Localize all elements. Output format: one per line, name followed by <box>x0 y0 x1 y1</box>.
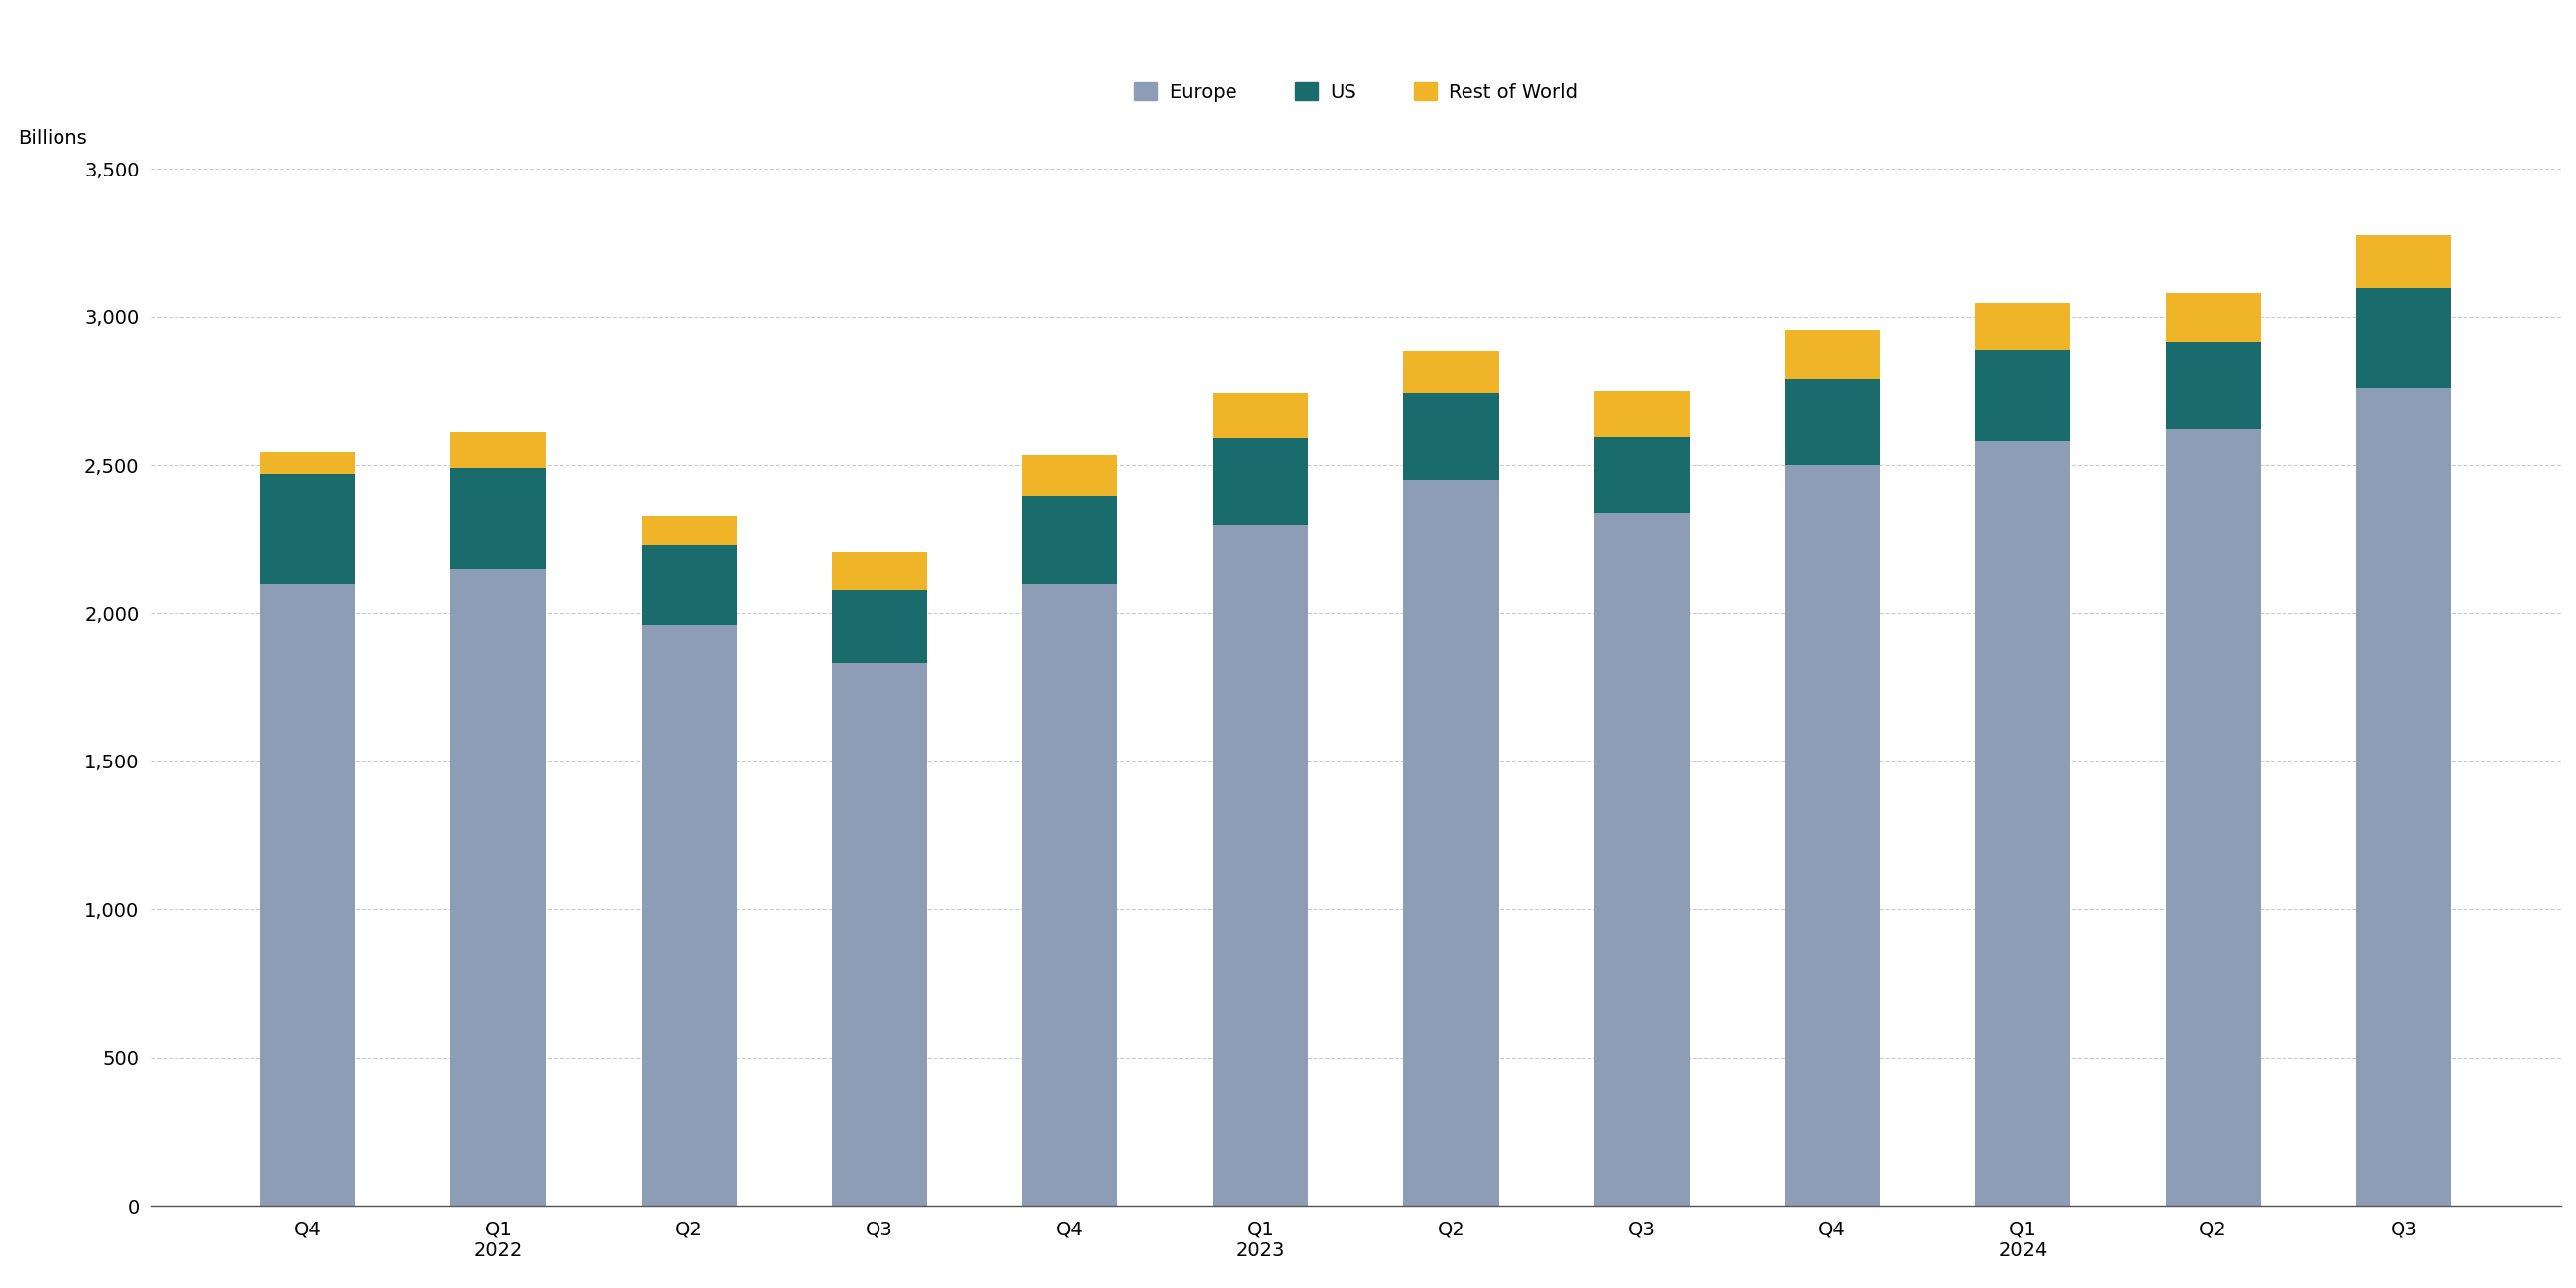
Bar <box>2166 294 2262 343</box>
Bar <box>1213 524 1309 1206</box>
Bar <box>2357 236 2452 287</box>
Bar <box>2166 429 2262 1206</box>
Bar <box>641 515 737 545</box>
Bar <box>1595 437 1690 513</box>
Bar <box>1976 304 2071 349</box>
Bar <box>1785 330 1880 379</box>
Bar <box>1023 496 1118 583</box>
Text: Billions: Billions <box>18 129 88 148</box>
Bar <box>451 569 546 1206</box>
Bar <box>1976 442 2071 1206</box>
Bar <box>451 468 546 569</box>
Bar <box>2166 343 2262 429</box>
Bar <box>2357 388 2452 1206</box>
Bar <box>832 553 927 590</box>
Bar <box>1023 583 1118 1206</box>
Bar <box>260 583 355 1206</box>
Bar <box>1404 352 1499 393</box>
Bar <box>641 625 737 1206</box>
Bar <box>641 545 737 625</box>
Bar <box>451 433 546 468</box>
Bar <box>832 663 927 1206</box>
Bar <box>1785 379 1880 465</box>
Bar <box>1404 393 1499 480</box>
Bar <box>1023 455 1118 496</box>
Bar <box>1785 465 1880 1206</box>
Bar <box>1595 392 1690 437</box>
Bar <box>832 590 927 663</box>
Legend: Europe, US, Rest of World: Europe, US, Rest of World <box>1126 75 1584 109</box>
Bar <box>1595 513 1690 1206</box>
Bar <box>260 474 355 583</box>
Bar <box>1213 438 1309 524</box>
Bar <box>260 452 355 474</box>
Bar <box>1213 393 1309 438</box>
Bar <box>1404 480 1499 1206</box>
Bar <box>2357 287 2452 388</box>
Bar <box>1976 349 2071 442</box>
